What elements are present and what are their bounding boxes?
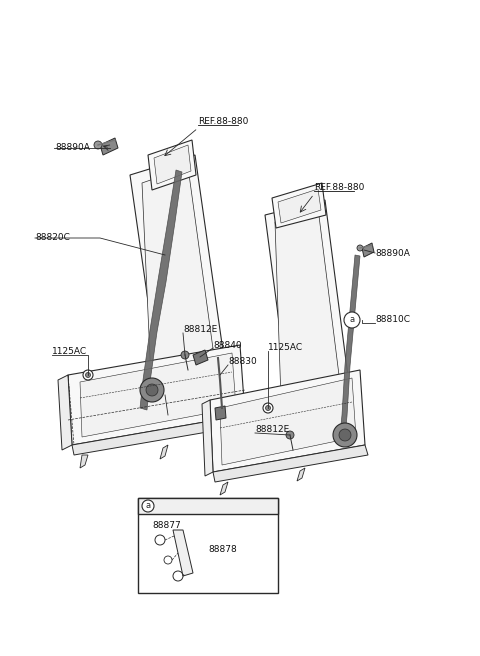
Text: a: a (349, 316, 355, 325)
Polygon shape (142, 167, 218, 400)
Bar (138, 498, 278, 593)
Polygon shape (148, 140, 196, 190)
Polygon shape (340, 255, 360, 436)
Circle shape (146, 384, 158, 396)
Circle shape (263, 403, 273, 413)
Text: 1125AC: 1125AC (268, 344, 303, 352)
Polygon shape (265, 200, 355, 445)
Circle shape (83, 370, 93, 380)
Polygon shape (100, 138, 118, 155)
Polygon shape (362, 243, 374, 257)
Circle shape (155, 535, 165, 545)
Polygon shape (275, 208, 344, 430)
Polygon shape (72, 415, 248, 455)
Polygon shape (202, 400, 213, 476)
Polygon shape (213, 445, 368, 482)
Text: 88840: 88840 (213, 340, 241, 350)
Polygon shape (220, 378, 356, 465)
Polygon shape (80, 353, 236, 437)
Circle shape (94, 141, 102, 149)
Polygon shape (272, 183, 326, 228)
Circle shape (85, 373, 91, 377)
Circle shape (339, 429, 351, 441)
Polygon shape (220, 482, 228, 495)
Polygon shape (297, 468, 305, 481)
Polygon shape (140, 170, 182, 410)
Polygon shape (215, 406, 226, 420)
Polygon shape (80, 455, 88, 468)
Text: 88890A: 88890A (55, 144, 90, 152)
Polygon shape (68, 345, 245, 445)
Text: 88812E: 88812E (255, 426, 289, 434)
Circle shape (357, 245, 363, 251)
Circle shape (333, 423, 357, 447)
Text: 88877: 88877 (152, 522, 181, 531)
Polygon shape (130, 155, 230, 420)
Polygon shape (210, 370, 365, 472)
Circle shape (286, 431, 294, 439)
Polygon shape (193, 350, 208, 365)
Text: a: a (145, 501, 151, 510)
Polygon shape (58, 375, 72, 450)
Circle shape (140, 378, 164, 402)
Polygon shape (154, 145, 191, 184)
Text: 88812E: 88812E (183, 325, 217, 335)
Circle shape (265, 405, 271, 411)
Text: 1125AC: 1125AC (52, 348, 87, 356)
Circle shape (344, 312, 360, 328)
Text: 88830: 88830 (228, 358, 257, 367)
Text: 88820C: 88820C (35, 234, 70, 243)
Polygon shape (160, 445, 168, 459)
Circle shape (173, 571, 183, 581)
Polygon shape (173, 530, 193, 576)
Bar (138, 498, 278, 514)
Circle shape (164, 556, 172, 564)
Circle shape (142, 500, 154, 512)
Text: 88890A: 88890A (375, 249, 410, 258)
Polygon shape (278, 189, 321, 223)
Text: 88878: 88878 (208, 546, 237, 554)
Text: REF.88-880: REF.88-880 (314, 184, 364, 192)
Text: REF.88-880: REF.88-880 (198, 117, 248, 127)
Text: 88810C: 88810C (375, 316, 410, 325)
Circle shape (181, 351, 189, 359)
